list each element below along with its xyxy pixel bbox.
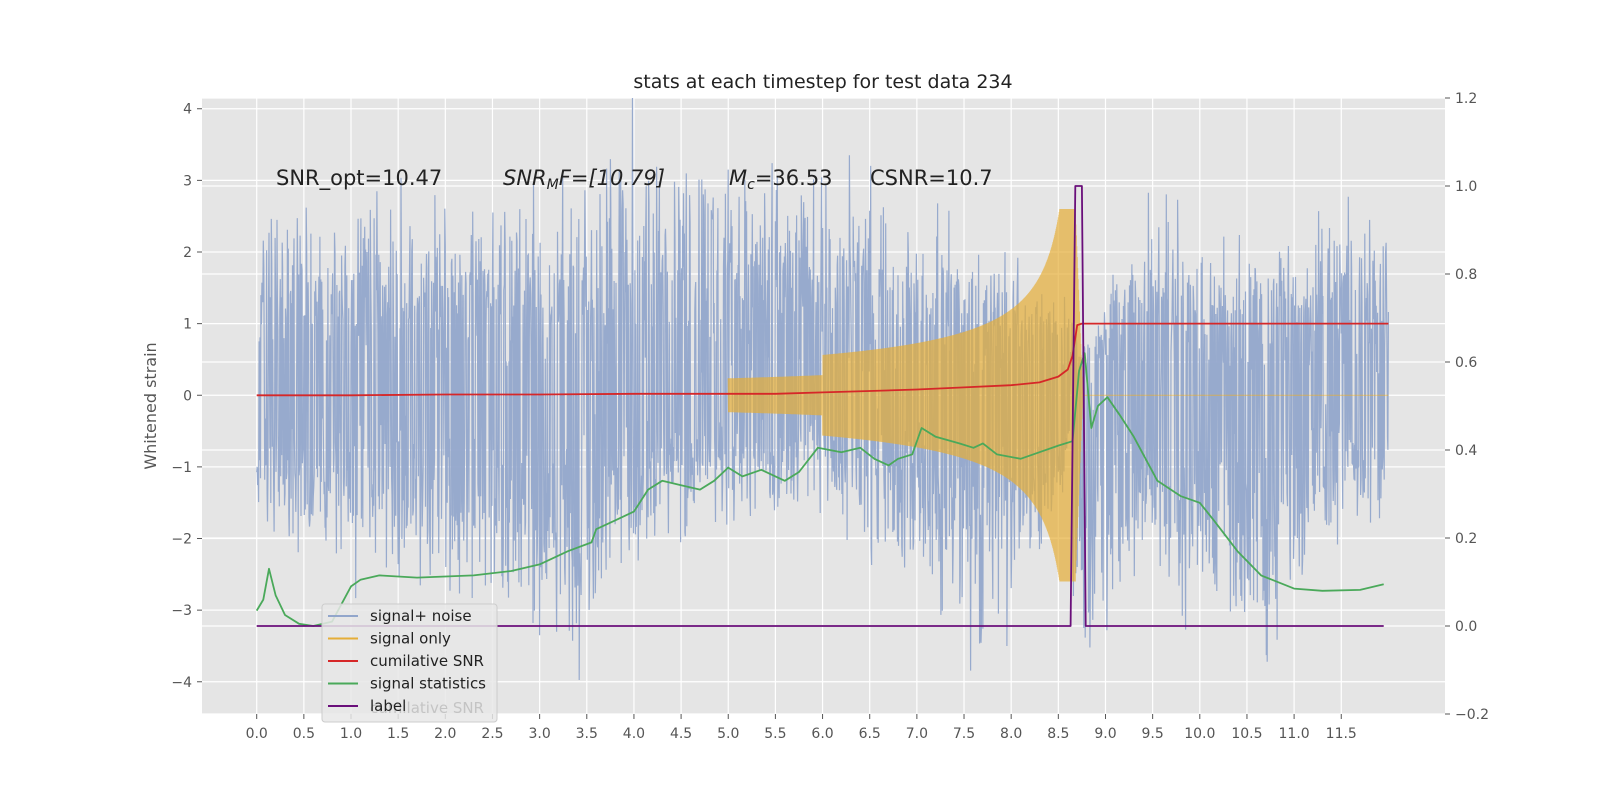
x-tick-label: 9.5 [1142, 726, 1164, 742]
x-tick-label: 10.5 [1231, 726, 1262, 742]
x-tick-label: 5.5 [764, 726, 786, 742]
series-layer [255, 98, 1390, 681]
y-tick-label: 2 [183, 245, 192, 261]
annotation-snr-mf-sub: M [547, 177, 559, 193]
x-tick-label: 9.0 [1094, 726, 1116, 742]
y2-tick-label: 0.6 [1455, 355, 1477, 371]
y2-tick-label: 1.0 [1455, 179, 1477, 195]
annotation-csnr: CSNR=10.7 [870, 166, 993, 190]
x-tick-label: 2.5 [481, 726, 503, 742]
x-tick-label: 5.0 [717, 726, 739, 742]
series-label [256, 185, 1384, 627]
y2-tick-label: 0.0 [1455, 619, 1477, 635]
annotation-snr-mf-rest: F=[10.79] [559, 166, 665, 190]
legend-label-signal-statistics: signal statistics [370, 675, 486, 693]
annotation-mc-base: M [729, 166, 747, 190]
series-signal-only [727, 208, 1389, 582]
series-signal-statistics [255, 352, 1384, 627]
annotation-mc-sub: c [747, 177, 755, 193]
y2-tick-label: −0.2 [1455, 707, 1489, 723]
y-tick-label: 3 [183, 173, 192, 189]
x-tick-label: 7.5 [953, 726, 975, 742]
x-tick-label: 11.5 [1326, 726, 1357, 742]
x-tick-label: 3.0 [528, 726, 550, 742]
y-tick-label: −4 [171, 675, 192, 691]
x-tick-label: 3.5 [576, 726, 598, 742]
y2-tick-label: 0.2 [1455, 531, 1477, 547]
y-tick-label: 0 [183, 388, 192, 404]
x-tick-label: 8.5 [1047, 726, 1069, 742]
legend-entries: signal+ noise signal only cumilative SNR si… [328, 607, 486, 715]
y2-tick-label: 0.8 [1455, 267, 1477, 283]
x-tick-label: 2.0 [434, 726, 456, 742]
x-tick-label: 6.0 [811, 726, 833, 742]
y2-tick-label: 0.4 [1455, 443, 1477, 459]
annotation-snr-mf: SNRMF=[10.79] [503, 166, 665, 193]
x-tick-label: 7.0 [906, 726, 928, 742]
legend-label-signal-only: signal only [370, 630, 451, 648]
x-tick-label: 1.0 [340, 726, 362, 742]
series-signal-noise [256, 98, 1390, 681]
annotation-mc-rest: =36.53 [755, 166, 833, 190]
y-tick-label: 1 [183, 317, 192, 333]
x-tick-label: 8.0 [1000, 726, 1022, 742]
annotation-snr-opt: SNR_opt=10.47 [276, 166, 442, 191]
annotation-mc: Mc=36.53 [729, 166, 833, 193]
legend-label-label: label [370, 697, 406, 715]
series-cumilative-snr [256, 322, 1389, 397]
x-tick-label: 4.0 [623, 726, 645, 742]
x-tick-label: 0.0 [246, 726, 268, 742]
legend: cumilative SNR signal+ noise signal only c… [321, 603, 498, 723]
chart-title: stats at each timestep for test data 234 [633, 71, 1012, 93]
x-tick-label: 6.5 [859, 726, 881, 742]
y-tick-label: −3 [171, 603, 192, 619]
legend-label-cumilative-snr: cumilative SNR [370, 652, 484, 670]
y2-tick-label: 1.2 [1455, 91, 1477, 107]
axes: 0.0 0.5 1.0 1.5 2.0 2.5 3.0 3.5 4.0 4.5 5.0 5.5 6.0 6… [171, 91, 1489, 742]
legend-box [321, 603, 498, 723]
x-tick-label: 11.0 [1279, 726, 1310, 742]
y-tick-label: −1 [171, 460, 192, 476]
y-axis-label: Whitened strain [141, 342, 160, 469]
legend-label-signal-noise: signal+ noise [370, 607, 472, 625]
x-tick-label: 0.5 [293, 726, 315, 742]
y-tick-label: 4 [183, 102, 192, 118]
y-tick-label: −2 [171, 532, 192, 548]
x-tick-label: 1.5 [387, 726, 409, 742]
legend-ghost-text: cumilative SNR [370, 699, 484, 717]
x-tick-label: 10.0 [1184, 726, 1215, 742]
x-tick-label: 4.5 [670, 726, 692, 742]
annotation-snr-mf-base: SNR [503, 166, 547, 190]
